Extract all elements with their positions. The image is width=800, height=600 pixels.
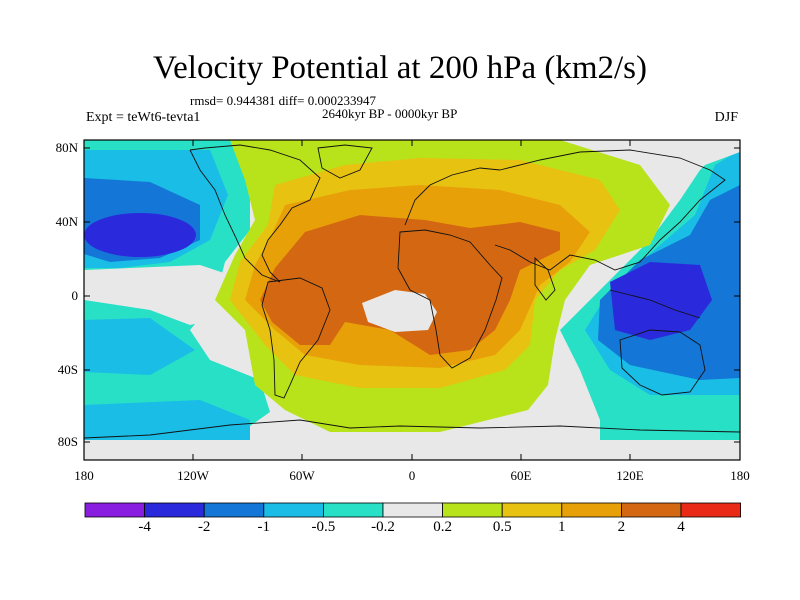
coastlines — [83, 144, 741, 439]
colorbar-tick-8: 2 — [617, 519, 626, 535]
colorbar-tick-0: -4 — [138, 519, 151, 535]
contour-neutral-pacific — [84, 265, 245, 325]
colorbar-box-10 — [680, 502, 741, 518]
contour-neg2-east — [610, 262, 712, 340]
stats-line: rmsd= 0.944381 diff= 0.000233947 — [190, 93, 376, 108]
lon-label-180e: 180 — [730, 468, 750, 483]
lat-label-80s: 80S — [57, 434, 78, 449]
contour-neg05-bottom — [84, 400, 250, 440]
colorbar-tick-2: -1 — [257, 519, 271, 535]
coast-australia — [619, 329, 706, 396]
lon-label-60w: 60W — [289, 468, 315, 483]
coast-india — [534, 256, 556, 301]
coast-greenland — [317, 144, 373, 179]
colorbar-box-7 — [501, 502, 563, 518]
experiment-label: Expt = teWt6-tevta1 — [86, 110, 201, 125]
axis-ticks — [83, 140, 741, 460]
lat-label-40n: 40N — [55, 214, 78, 229]
lon-label-0: 0 — [408, 468, 416, 483]
contour-neutral-north — [640, 140, 740, 190]
colorbar-box-9 — [621, 502, 682, 518]
coast-south-america — [261, 277, 331, 399]
colorbar-box-2 — [203, 502, 265, 518]
colorbar-tick-6: 0.5 — [492, 519, 512, 535]
coast-africa — [397, 229, 503, 369]
season-label: DJF — [714, 110, 738, 125]
colorbar-box-4 — [322, 502, 384, 518]
lon-label-180w: 180 — [74, 468, 94, 483]
colorbar-box-1 — [144, 502, 205, 518]
colorbar-box-6 — [442, 502, 503, 518]
contour-pos2 — [260, 215, 560, 355]
colorbar-tick-5: 0.2 — [433, 519, 452, 535]
coast-north-america-west — [189, 149, 281, 283]
coast-north-america — [189, 144, 321, 283]
colorbar-tick-9: 4 — [677, 519, 685, 535]
coast-maritime — [609, 289, 701, 319]
contour-neg05-southwest — [84, 318, 195, 375]
lon-label-120w: 120W — [177, 468, 209, 483]
coast-europe — [404, 167, 501, 226]
colorbar-tick-4: -0.2 — [371, 519, 395, 535]
coast-antarctica — [83, 419, 741, 439]
colorbar-box-0 — [84, 502, 145, 518]
colorbar-tick-1: -2 — [197, 519, 211, 535]
colorbar-box-5 — [382, 502, 443, 518]
colorbar-tick-3: -0.5 — [311, 519, 336, 535]
lat-label-80n: 80N — [55, 140, 78, 155]
colorbar-box-8 — [561, 502, 622, 518]
period-line: 2640kyr BP - 0000kyr BP — [322, 106, 458, 121]
colorbar-tick-7: 1 — [558, 519, 566, 535]
lat-label-40s: 40S — [57, 362, 78, 377]
colorbar — [84, 502, 741, 518]
map-panel — [83, 139, 741, 461]
lat-label-0: 0 — [71, 288, 79, 303]
lon-label-120e: 120E — [616, 468, 644, 483]
contour-neg2-west — [84, 213, 196, 257]
map-title: Velocity Potential at 200 hPa (km2/s) — [152, 50, 648, 86]
colorbar-box-3 — [263, 502, 324, 518]
lon-label-60e: 60E — [510, 468, 532, 483]
contour-neutral-atlantic — [362, 290, 437, 332]
